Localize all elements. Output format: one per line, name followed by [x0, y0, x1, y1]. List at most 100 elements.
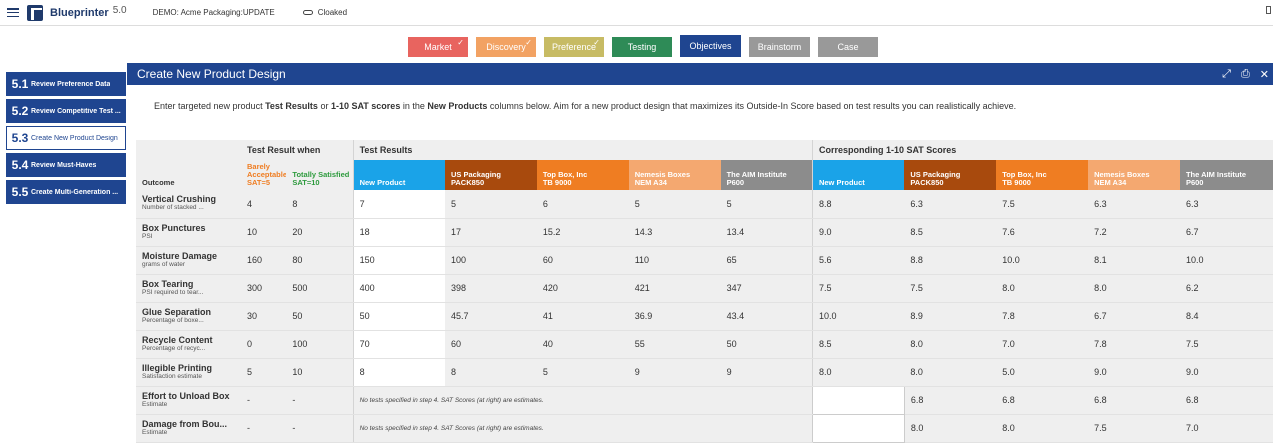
tr-col-top-box-inc: Top Box, Inc TB 9000 [536, 160, 629, 190]
check-icon: ✓ [593, 38, 600, 47]
new-product-sat-input[interactable]: 10.0 [811, 302, 905, 331]
test-result-cell: 60 [444, 330, 537, 359]
test-results-header: Test Results [352, 140, 813, 160]
barely-cell: 30 [241, 302, 287, 331]
outcome-cell: Box Tearing PSI required to tear... [136, 274, 241, 303]
outcome-cell: Damage from Bou... Estimate [136, 414, 241, 443]
sat-score-cell: 8.1 [1088, 246, 1180, 275]
totally-cell: 100 [286, 330, 354, 359]
tab-brainstorm[interactable]: Brainstorm [749, 37, 810, 57]
totally-cell: 50 [286, 302, 354, 331]
create-product-panel: Create New Product Design ⤢ ⎙ ✕ Enter ta… [127, 63, 1273, 448]
step-number: 5.1 [11, 77, 29, 91]
cloak-label: Cloaked [317, 8, 348, 17]
test-result-cell: 43.4 [720, 302, 813, 331]
outcome-cell: Moisture Damage grams of water [136, 246, 241, 275]
test-result-cell: 9 [720, 358, 813, 387]
new-product-test-input[interactable]: 18 [352, 218, 445, 247]
sidebar-item-5-2[interactable]: 5.2 Review Competitive Test ... [6, 99, 126, 123]
new-product-sat-input[interactable]: 8.0 [811, 358, 905, 387]
close-icon[interactable]: ✕ [1259, 69, 1269, 81]
step-sidebar: 5.1 Review Preference Data 5.2 Review Compe… [6, 72, 126, 207]
new-product-sat-input[interactable]: 8.8 [811, 190, 905, 219]
new-product-sat-input[interactable] [811, 413, 905, 443]
sidebar-item-5-4[interactable]: 5.4 Review Must-Haves [6, 153, 126, 177]
sat-score-cell: 8.0 [996, 414, 1089, 443]
new-product-test-input[interactable]: 150 [352, 246, 445, 275]
sat-score-cell: 7.0 [996, 330, 1089, 359]
new-product-sat-input[interactable]: 7.5 [811, 274, 905, 303]
sat-score-cell: 8.9 [904, 302, 997, 331]
barely-cell: 5 [241, 358, 287, 387]
test-result-cell: 60 [536, 246, 629, 275]
sat-col-new-product: New Product [811, 160, 905, 190]
sidebar-item-5-5[interactable]: 5.5 Create Multi-Generation ... [6, 180, 126, 204]
new-product-sat-input[interactable]: 5.6 [811, 246, 905, 275]
tab-testing[interactable]: Testing [612, 37, 672, 57]
new-product-sat-input[interactable]: 8.5 [811, 330, 905, 359]
step-label: Review Preference Data [31, 80, 111, 88]
new-product-sat-input[interactable]: 9.0 [811, 218, 905, 247]
barely-cell: 300 [241, 274, 287, 303]
new-product-test-input[interactable]: 8 [352, 358, 445, 387]
barely-cell: 160 [241, 246, 287, 275]
hamburger-menu-icon[interactable] [7, 8, 19, 17]
sat-score-cell: 6.7 [1179, 218, 1273, 247]
sat-score-cell: 6.8 [996, 386, 1089, 415]
tab-preference[interactable]: Preference ✓ [544, 37, 604, 57]
test-result-cell: 5 [720, 190, 813, 219]
product-design-table: Test Result when Test Results Correspond… [136, 140, 1273, 443]
test-result-cell: 50 [720, 330, 813, 359]
sat-score-cell: 7.5 [996, 190, 1089, 219]
panel-title-bar: Create New Product Design ⤢ ⎙ ✕ [127, 63, 1273, 85]
sat-score-cell: 7.5 [1179, 330, 1273, 359]
tab-discovery[interactable]: Discovery ✓ [476, 37, 536, 57]
totally-cell: - [286, 386, 354, 415]
test-result-cell: 110 [628, 246, 721, 275]
tab-label: Discovery [486, 42, 526, 52]
no-tests-note: No tests specified in step 4. SAT Scores… [352, 386, 813, 415]
table-row: Vertical Crushing Number of stacked ... 4 8… [136, 190, 1273, 219]
test-result-cell: 15.2 [536, 218, 629, 247]
step-number: 5.2 [11, 104, 29, 118]
tr-col-nemesis-boxes: Nemesis Boxes NEM A34 [628, 160, 721, 190]
outcome-cell: Vertical Crushing Number of stacked ... [136, 190, 241, 219]
new-product-test-input[interactable]: 50 [352, 302, 445, 331]
sat-score-cell: 9.0 [1179, 358, 1273, 387]
cloak-toggle[interactable]: Cloaked [302, 8, 348, 17]
instructions: Enter targeted new product Test Results … [154, 101, 1017, 111]
tab-market[interactable]: Market ✓ [408, 37, 468, 57]
test-result-cell: 36.9 [628, 302, 721, 331]
new-product-sat-input[interactable] [811, 385, 905, 415]
app-version: 5.0 [112, 5, 127, 16]
tab-case[interactable]: Case [818, 37, 878, 57]
test-result-cell: 40 [536, 330, 629, 359]
outcome-cell: Recycle Content Percentage of recyc... [136, 330, 241, 359]
sidebar-item-5-1[interactable]: 5.1 Review Preference Data [6, 72, 126, 96]
sidebar-item-5-3[interactable]: 5.3 Create New Product Design [6, 126, 126, 150]
sat-score-cell: 9.0 [1088, 358, 1180, 387]
sat-score-cell: 6.8 [904, 386, 997, 415]
test-result-cell: 5 [536, 358, 629, 387]
test-result-cell: 17 [444, 218, 537, 247]
top-print-icon[interactable] [1266, 6, 1271, 14]
tab-objectives[interactable]: Objectives [680, 35, 741, 57]
print-icon[interactable]: ⎙ [1240, 68, 1250, 80]
step-number: 5.5 [11, 185, 29, 199]
new-product-test-input[interactable]: 70 [352, 330, 445, 359]
project-name[interactable]: DEMO: Acme Packaging:UPDATE [152, 8, 275, 17]
sat-score-cell: 6.2 [1179, 274, 1273, 303]
tab-label: Testing [627, 42, 657, 52]
new-product-test-input[interactable]: 400 [352, 274, 445, 303]
check-icon: ✓ [525, 38, 532, 47]
step-label: Create New Product Design [31, 134, 118, 142]
sat-score-cell: 8.4 [1179, 302, 1273, 331]
outcome-cell: Glue Separation Percentage of boxe... [136, 302, 241, 331]
table-row: Damage from Bou... Estimate - - No tests spe… [136, 413, 1273, 443]
sat-score-cell: 7.0 [1179, 414, 1273, 443]
table-row: Effort to Unload Box Estimate - - No tests s… [136, 385, 1273, 415]
test-result-cell: 6 [536, 190, 629, 219]
table-row: Box Punctures PSI 10 20 18 17 15.2 14.3 13.4 9.0 8… [136, 218, 1273, 247]
expand-icon[interactable]: ⤢ [1222, 68, 1231, 80]
new-product-test-input[interactable]: 7 [352, 190, 445, 219]
